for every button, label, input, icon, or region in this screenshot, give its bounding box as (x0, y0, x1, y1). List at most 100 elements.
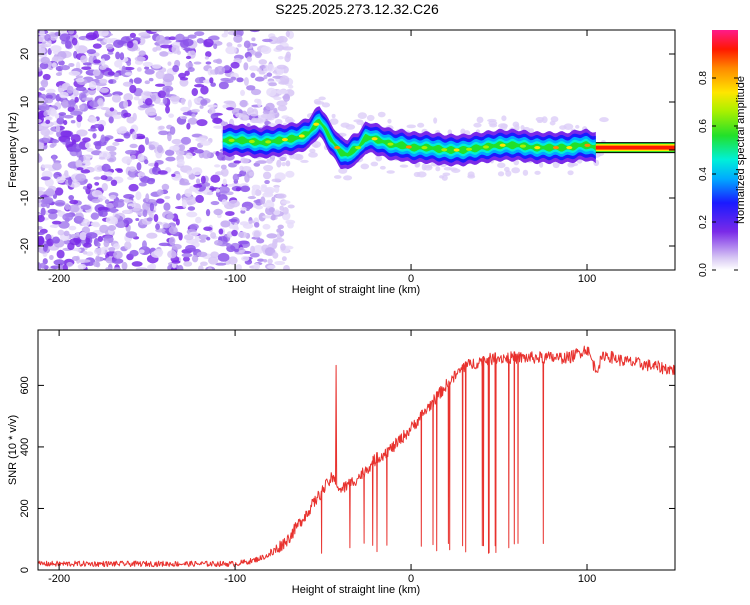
noise-blob (123, 112, 132, 118)
colorbar-tick-label: 0.4 (698, 167, 709, 181)
hotspot (265, 140, 272, 144)
noise-blob (199, 239, 206, 243)
noise-blob (100, 175, 108, 181)
noise-blob (38, 67, 43, 72)
noise-blob (169, 145, 180, 151)
noise-blob (162, 97, 168, 105)
noise-blob (262, 215, 273, 219)
noise-blob (121, 156, 133, 164)
noise-blob (274, 260, 286, 266)
noise-blob (123, 132, 131, 139)
y-tick-label: 10 (19, 96, 31, 108)
noise-blob (52, 162, 62, 171)
noise-blob (58, 112, 67, 116)
halo-blob (423, 164, 433, 171)
noise-blob (262, 223, 271, 230)
noise-blob (40, 176, 51, 181)
noise-blob (132, 112, 137, 122)
noise-blob (203, 226, 213, 231)
noise-blob (235, 264, 242, 270)
noise-blob (243, 77, 249, 86)
noise-blob (276, 159, 282, 168)
noise-blob (165, 105, 170, 114)
halo-blob (343, 175, 353, 181)
noise-blob (96, 85, 101, 92)
noise-blob (44, 98, 54, 104)
noise-blob (45, 94, 53, 100)
noise-blob (248, 220, 255, 224)
noise-speckle (38, 30, 296, 270)
noise-blob (248, 65, 259, 71)
noise-blob (285, 160, 291, 167)
halo-blob (274, 119, 283, 125)
noise-blob (69, 199, 79, 205)
noise-blob (266, 72, 273, 77)
noise-blob (52, 56, 64, 62)
noise-blob (166, 213, 174, 220)
noise-blob (63, 114, 74, 119)
noise-blob (224, 79, 234, 84)
noise-blob (64, 40, 72, 49)
noise-blob (220, 164, 227, 170)
noise-blob (171, 173, 176, 177)
noise-blob (254, 205, 264, 210)
noise-blob (121, 65, 126, 75)
noise-blob (112, 114, 123, 119)
noise-blob (210, 232, 217, 239)
noise-blob (230, 76, 237, 81)
noise-blob (55, 125, 61, 133)
noise-blob (91, 198, 101, 204)
halo-blob (497, 162, 506, 169)
noise-blob (186, 211, 198, 218)
noise-blob (253, 221, 260, 228)
halo-blob (539, 161, 544, 168)
snr-frame (37, 329, 676, 571)
noise-blob (69, 233, 80, 239)
noise-blob (72, 143, 82, 153)
noise-blob (113, 243, 120, 250)
noise-blob (273, 209, 281, 216)
noise-blob (138, 50, 146, 57)
noise-blob (76, 129, 88, 137)
snr-x-ticks: -200 -100 0 100 (48, 330, 596, 585)
hotspot (483, 145, 490, 149)
noise-blob (239, 221, 249, 226)
noise-blob (250, 88, 262, 96)
halo-blob (399, 164, 409, 168)
noise-blob (150, 250, 163, 258)
halo-blob (329, 118, 339, 125)
noise-blob (208, 256, 219, 265)
halo-blob (501, 115, 507, 122)
noise-blob (115, 51, 121, 60)
noise-blob (264, 247, 276, 257)
noise-blob (157, 90, 167, 99)
snr-y-label: SNR (10 * v/v) (7, 415, 19, 485)
noise-blob (191, 167, 203, 176)
noise-blob (182, 256, 190, 262)
noise-blob (113, 267, 121, 270)
halo-blob (460, 128, 466, 135)
noise-blob (225, 211, 235, 217)
hotspot (584, 143, 591, 147)
noise-blob (87, 128, 98, 132)
halo-blob (487, 118, 497, 123)
noise-blob (43, 110, 48, 117)
halo-blob (406, 124, 417, 129)
y-tick-label: 0 (19, 147, 31, 153)
halo-blob (536, 119, 543, 124)
x-tick-label: -100 (224, 273, 246, 285)
y-tick-label: -10 (19, 190, 31, 206)
halo-blob (534, 170, 541, 175)
hotspot (281, 137, 288, 142)
noise-blob (39, 30, 45, 37)
noise-blob (231, 229, 238, 237)
hotspot (534, 146, 541, 150)
noise-blob (112, 141, 120, 147)
noise-blob (96, 242, 101, 248)
noise-blob (41, 164, 54, 169)
noise-blob (168, 36, 177, 41)
noise-blob (154, 83, 165, 87)
noise-blob (153, 213, 159, 223)
noise-blob (40, 202, 48, 208)
